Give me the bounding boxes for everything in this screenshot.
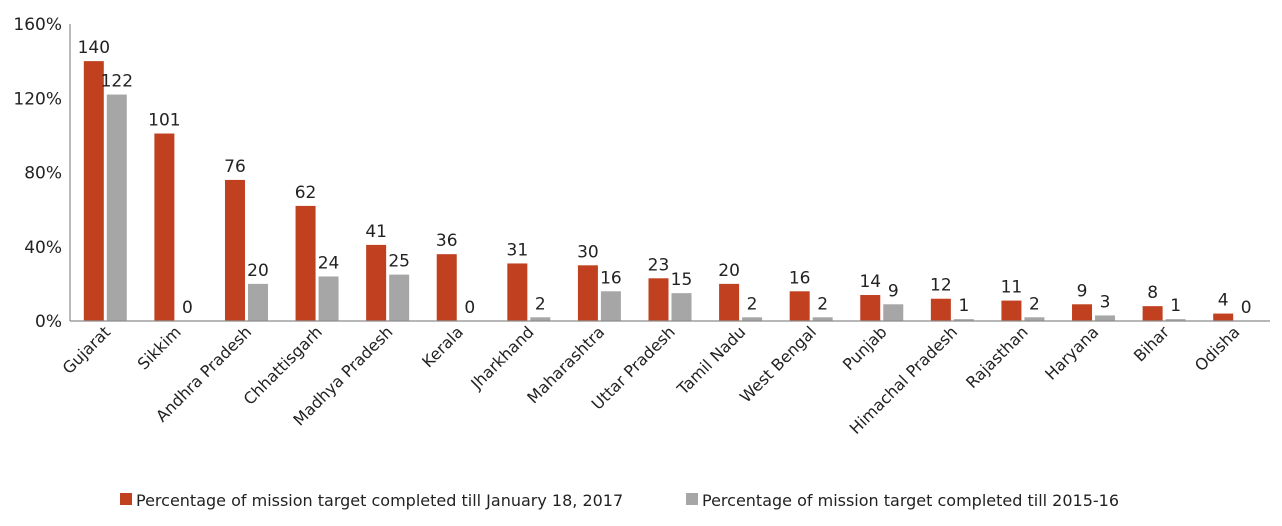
y-tick-label: 120% bbox=[13, 89, 62, 109]
data-label: 2 bbox=[747, 294, 758, 314]
bar-series-2015-16 bbox=[530, 317, 551, 321]
data-label: 31 bbox=[507, 240, 529, 260]
data-label: 140 bbox=[78, 38, 110, 58]
bar-series-2017 bbox=[719, 283, 740, 321]
bar-series-2017 bbox=[930, 298, 951, 321]
bar-series-2015-16 bbox=[1024, 317, 1045, 321]
data-label: 16 bbox=[789, 268, 811, 288]
data-label: 14 bbox=[859, 272, 881, 292]
data-label: 4 bbox=[1218, 291, 1229, 311]
y-tick-label: 160% bbox=[13, 15, 62, 35]
bar-series-2015-16 bbox=[247, 283, 268, 321]
data-label: 9 bbox=[1077, 281, 1088, 301]
data-label: 30 bbox=[577, 242, 599, 262]
category-label: Rajasthan bbox=[962, 322, 1032, 392]
bar-series-2015-16 bbox=[953, 319, 974, 321]
category-label: Odisha bbox=[1191, 322, 1244, 375]
category-label: West Bengal bbox=[736, 322, 820, 406]
legend: Percentage of mission target completed t… bbox=[120, 491, 1119, 510]
data-label: 25 bbox=[388, 252, 410, 272]
bar-series-2015-16 bbox=[389, 274, 410, 321]
data-label: 101 bbox=[148, 111, 180, 131]
bar-series-2017 bbox=[295, 205, 316, 321]
data-label: 23 bbox=[648, 255, 670, 275]
data-label: 1 bbox=[1170, 296, 1181, 316]
bar-series-2017 bbox=[1213, 313, 1234, 321]
category-label: Jharkhand bbox=[466, 322, 537, 393]
category-label: Punjab bbox=[839, 322, 891, 374]
bar-series-2017 bbox=[789, 291, 810, 321]
data-label: 2 bbox=[535, 294, 546, 314]
category-label: Sikkim bbox=[134, 322, 185, 373]
data-label: 2 bbox=[817, 294, 828, 314]
legend-swatch bbox=[686, 493, 698, 505]
data-label: 20 bbox=[718, 261, 740, 281]
bar-series-2017 bbox=[1072, 304, 1093, 321]
data-label: 20 bbox=[247, 261, 269, 281]
data-label: 8 bbox=[1147, 283, 1158, 303]
bar-series-2017 bbox=[154, 133, 175, 321]
data-label: 3 bbox=[1100, 292, 1111, 312]
bar-series-2015-16 bbox=[812, 317, 833, 321]
bar-series-2015-16 bbox=[671, 293, 692, 321]
data-label: 0 bbox=[182, 298, 193, 318]
bar-series-2017 bbox=[224, 179, 245, 321]
bar-series-2015-16 bbox=[106, 94, 127, 321]
bar-series-2017 bbox=[366, 244, 387, 321]
data-label: 16 bbox=[600, 268, 622, 288]
bar-series-2017 bbox=[507, 263, 528, 321]
bar-series-2015-16 bbox=[600, 291, 621, 321]
data-label: 122 bbox=[101, 72, 133, 92]
bar-series-2015-16 bbox=[318, 276, 339, 321]
data-label: 9 bbox=[888, 281, 899, 301]
bar-series-2017 bbox=[1142, 306, 1163, 321]
bar-series-2015-16 bbox=[742, 317, 763, 321]
data-label: 24 bbox=[318, 253, 340, 273]
data-label: 76 bbox=[224, 157, 246, 177]
category-label: Kerala bbox=[418, 322, 467, 371]
bars bbox=[83, 61, 1234, 321]
bar-series-2015-16 bbox=[1095, 315, 1116, 321]
y-tick-label: 0% bbox=[35, 312, 62, 332]
bar-series-2015-16 bbox=[1165, 319, 1186, 321]
data-label: 41 bbox=[365, 222, 387, 242]
data-label: 2 bbox=[1029, 294, 1040, 314]
legend-label: Percentage of mission target completed t… bbox=[136, 491, 623, 510]
bar-series-2017 bbox=[83, 61, 104, 321]
y-tick-label: 80% bbox=[24, 164, 62, 184]
legend-swatch bbox=[120, 493, 132, 505]
category-label: Gujarat bbox=[59, 322, 114, 377]
data-label: 0 bbox=[464, 298, 475, 318]
y-tick-label: 40% bbox=[24, 238, 62, 258]
data-label: 62 bbox=[295, 183, 317, 203]
category-label: Bihar bbox=[1130, 322, 1173, 365]
y-axis-ticks: 0% 40% 80% 120% 160% bbox=[13, 15, 62, 332]
data-label: 1 bbox=[958, 296, 969, 316]
bar-series-2017 bbox=[436, 254, 457, 321]
legend-label: Percentage of mission target completed t… bbox=[702, 491, 1119, 510]
bar-series-2017 bbox=[1001, 300, 1022, 321]
data-label: 0 bbox=[1241, 298, 1252, 318]
data-label: 12 bbox=[930, 276, 952, 296]
data-label: 36 bbox=[436, 231, 458, 251]
data-label: 15 bbox=[671, 270, 693, 290]
bar-series-2015-16 bbox=[883, 304, 904, 321]
bar-series-2017 bbox=[860, 295, 881, 321]
category-label: Tamil Nadu bbox=[673, 322, 750, 399]
data-label: 11 bbox=[1001, 278, 1023, 298]
bar-series-2017 bbox=[577, 265, 598, 321]
category-label: Haryana bbox=[1041, 322, 1102, 383]
bar-series-2017 bbox=[648, 278, 669, 321]
